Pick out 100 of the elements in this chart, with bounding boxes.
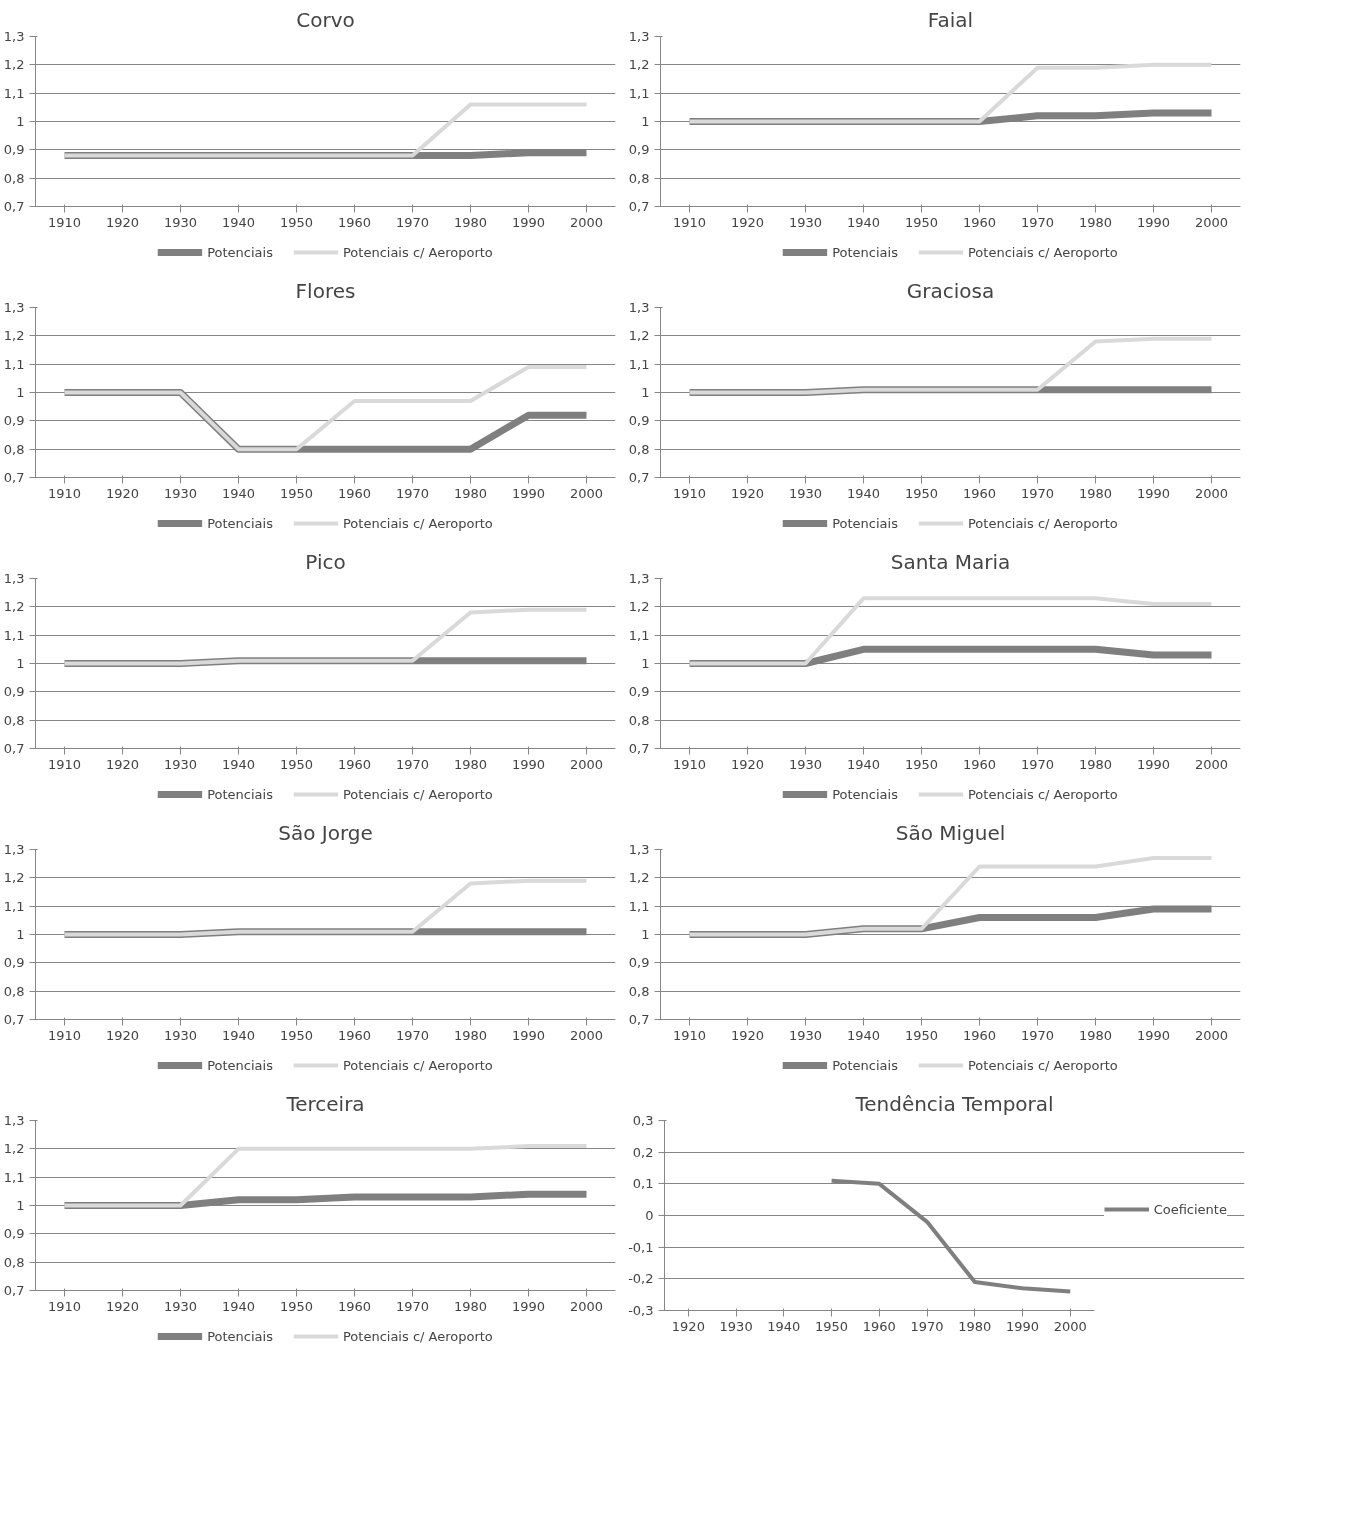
x-tick-label: 1930 [788,214,823,230]
y-tick-label: 0,8 [628,712,650,728]
legend-label: Potenciais [207,786,273,802]
legend-label: Potenciais [207,515,273,531]
x-tick-label: 1910 [47,756,82,772]
x-tick-label: 1990 [1005,1318,1040,1334]
y-tick-label: 1 [641,114,650,129]
x-tick-label: 1980 [1078,214,1113,230]
x-tick-label: 1920 [730,1027,765,1043]
x-tick-label: 1950 [815,1318,849,1334]
y-tick-label: 1,2 [3,57,25,73]
x-tick-label: 1970 [395,1027,430,1043]
y-tick-label: 1,1 [3,85,25,101]
chart-title: Corvo [296,7,355,32]
x-tick-label: 1930 [163,485,198,501]
chart-title: Santa Maria [890,549,1011,574]
y-tick-label: 0,7 [628,1012,650,1027]
chart-title: Tendência Temporal [854,1091,1054,1116]
y-tick-label: 1,1 [3,1169,25,1185]
x-tick-label: 1910 [47,1298,82,1314]
legend-label: Potenciais [832,1057,898,1073]
x-tick-label: 1950 [279,1298,314,1314]
legend-label: Potenciais [207,244,273,260]
y-tick-label: 0,7 [628,199,650,214]
x-tick-label: 1990 [511,1298,546,1314]
x-tick-label: 2000 [1194,485,1229,501]
y-tick-label: 0,7 [3,1012,25,1027]
y-tick-label: 0,3 [632,1113,654,1128]
legend-label: Potenciais [832,515,898,531]
x-tick-label: 1960 [337,756,372,772]
x-tick-label: 1990 [511,214,546,230]
x-tick-label: 1980 [1078,1027,1113,1043]
legend-label: Potenciais c/ Aeroporto [342,1057,493,1073]
x-tick-label: 1930 [163,756,198,772]
x-tick-label: 1950 [279,214,314,230]
y-tick-label: 0,1 [632,1176,654,1192]
y-tick-label: 1,3 [628,571,650,586]
x-tick-label: 1960 [962,214,997,230]
legend-label: Potenciais c/ Aeroporto [342,786,493,802]
x-tick-label: 2000 [1194,1027,1229,1043]
y-tick-label: 0,9 [628,142,650,158]
y-tick-label: 0,9 [3,684,25,700]
y-tick-label: 1,3 [3,29,25,44]
x-tick-label: 1920 [730,214,765,230]
y-tick-label: 1,1 [628,627,650,643]
x-tick-label: 1980 [958,1318,992,1334]
y-tick-label: 0,2 [632,1144,654,1160]
y-tick-label: 1,2 [628,599,650,615]
y-tick-label: 0,9 [3,142,25,158]
x-tick-label: 2000 [1194,214,1229,230]
y-tick-label: 1 [641,927,650,942]
x-tick-label: 1950 [904,214,939,230]
y-tick-label: 0,8 [3,441,25,457]
x-tick-label: 1910 [47,214,82,230]
y-tick-label: 0,7 [3,741,25,756]
x-tick-label: 1960 [337,485,372,501]
y-tick-label: 0,9 [3,955,25,971]
legend-label: Potenciais [832,786,898,802]
chart-title: Pico [305,549,346,574]
x-tick-label: 1980 [453,485,488,501]
x-tick-label: 1950 [904,756,939,772]
legend-label: Potenciais c/ Aeroporto [967,515,1118,531]
legend-label: Potenciais c/ Aeroporto [342,1328,493,1344]
y-tick-label: 0,8 [628,170,650,186]
x-tick-label: 1940 [221,1298,256,1314]
x-tick-label: 1940 [221,485,256,501]
x-tick-label: 1970 [395,756,430,772]
x-tick-label: 1960 [962,485,997,501]
x-tick-label: 1990 [1136,485,1171,501]
y-tick-label: 1,2 [3,1141,25,1157]
x-tick-label: 1980 [1078,485,1113,501]
x-tick-label: 1910 [672,485,707,501]
y-tick-label: 1 [641,385,650,400]
legend-label: Potenciais c/ Aeroporto [967,1057,1118,1073]
y-tick-label: 1 [16,385,25,400]
x-tick-label: 1940 [221,214,256,230]
legend-label: Potenciais [832,244,898,260]
y-tick-label: 1 [16,114,25,129]
x-tick-label: 1920 [105,1027,140,1043]
x-tick-label: 1990 [511,756,546,772]
y-tick-label: 0,9 [3,413,25,429]
y-tick-label: 1,3 [628,300,650,315]
x-tick-label: 1940 [221,756,256,772]
x-tick-label: 1970 [910,1318,944,1334]
y-tick-label: -0,1 [628,1239,654,1255]
x-tick-label: 1960 [337,1298,372,1314]
y-tick-label: 0,7 [628,741,650,756]
x-tick-label: 1980 [453,1298,488,1314]
x-tick-label: 1910 [47,1027,82,1043]
chart-title: São Miguel [895,820,1006,845]
x-tick-label: 1950 [904,1027,939,1043]
x-tick-label: 1930 [788,485,823,501]
x-tick-label: 1940 [846,1027,881,1043]
legend-label: Potenciais c/ Aeroporto [967,244,1118,260]
y-tick-label: 0,7 [3,199,25,214]
x-tick-label: 1970 [1020,1027,1055,1043]
y-tick-label: -0,3 [628,1303,654,1318]
x-tick-label: 1980 [453,756,488,772]
y-tick-label: -0,2 [628,1271,654,1287]
x-tick-label: 1960 [962,756,997,772]
